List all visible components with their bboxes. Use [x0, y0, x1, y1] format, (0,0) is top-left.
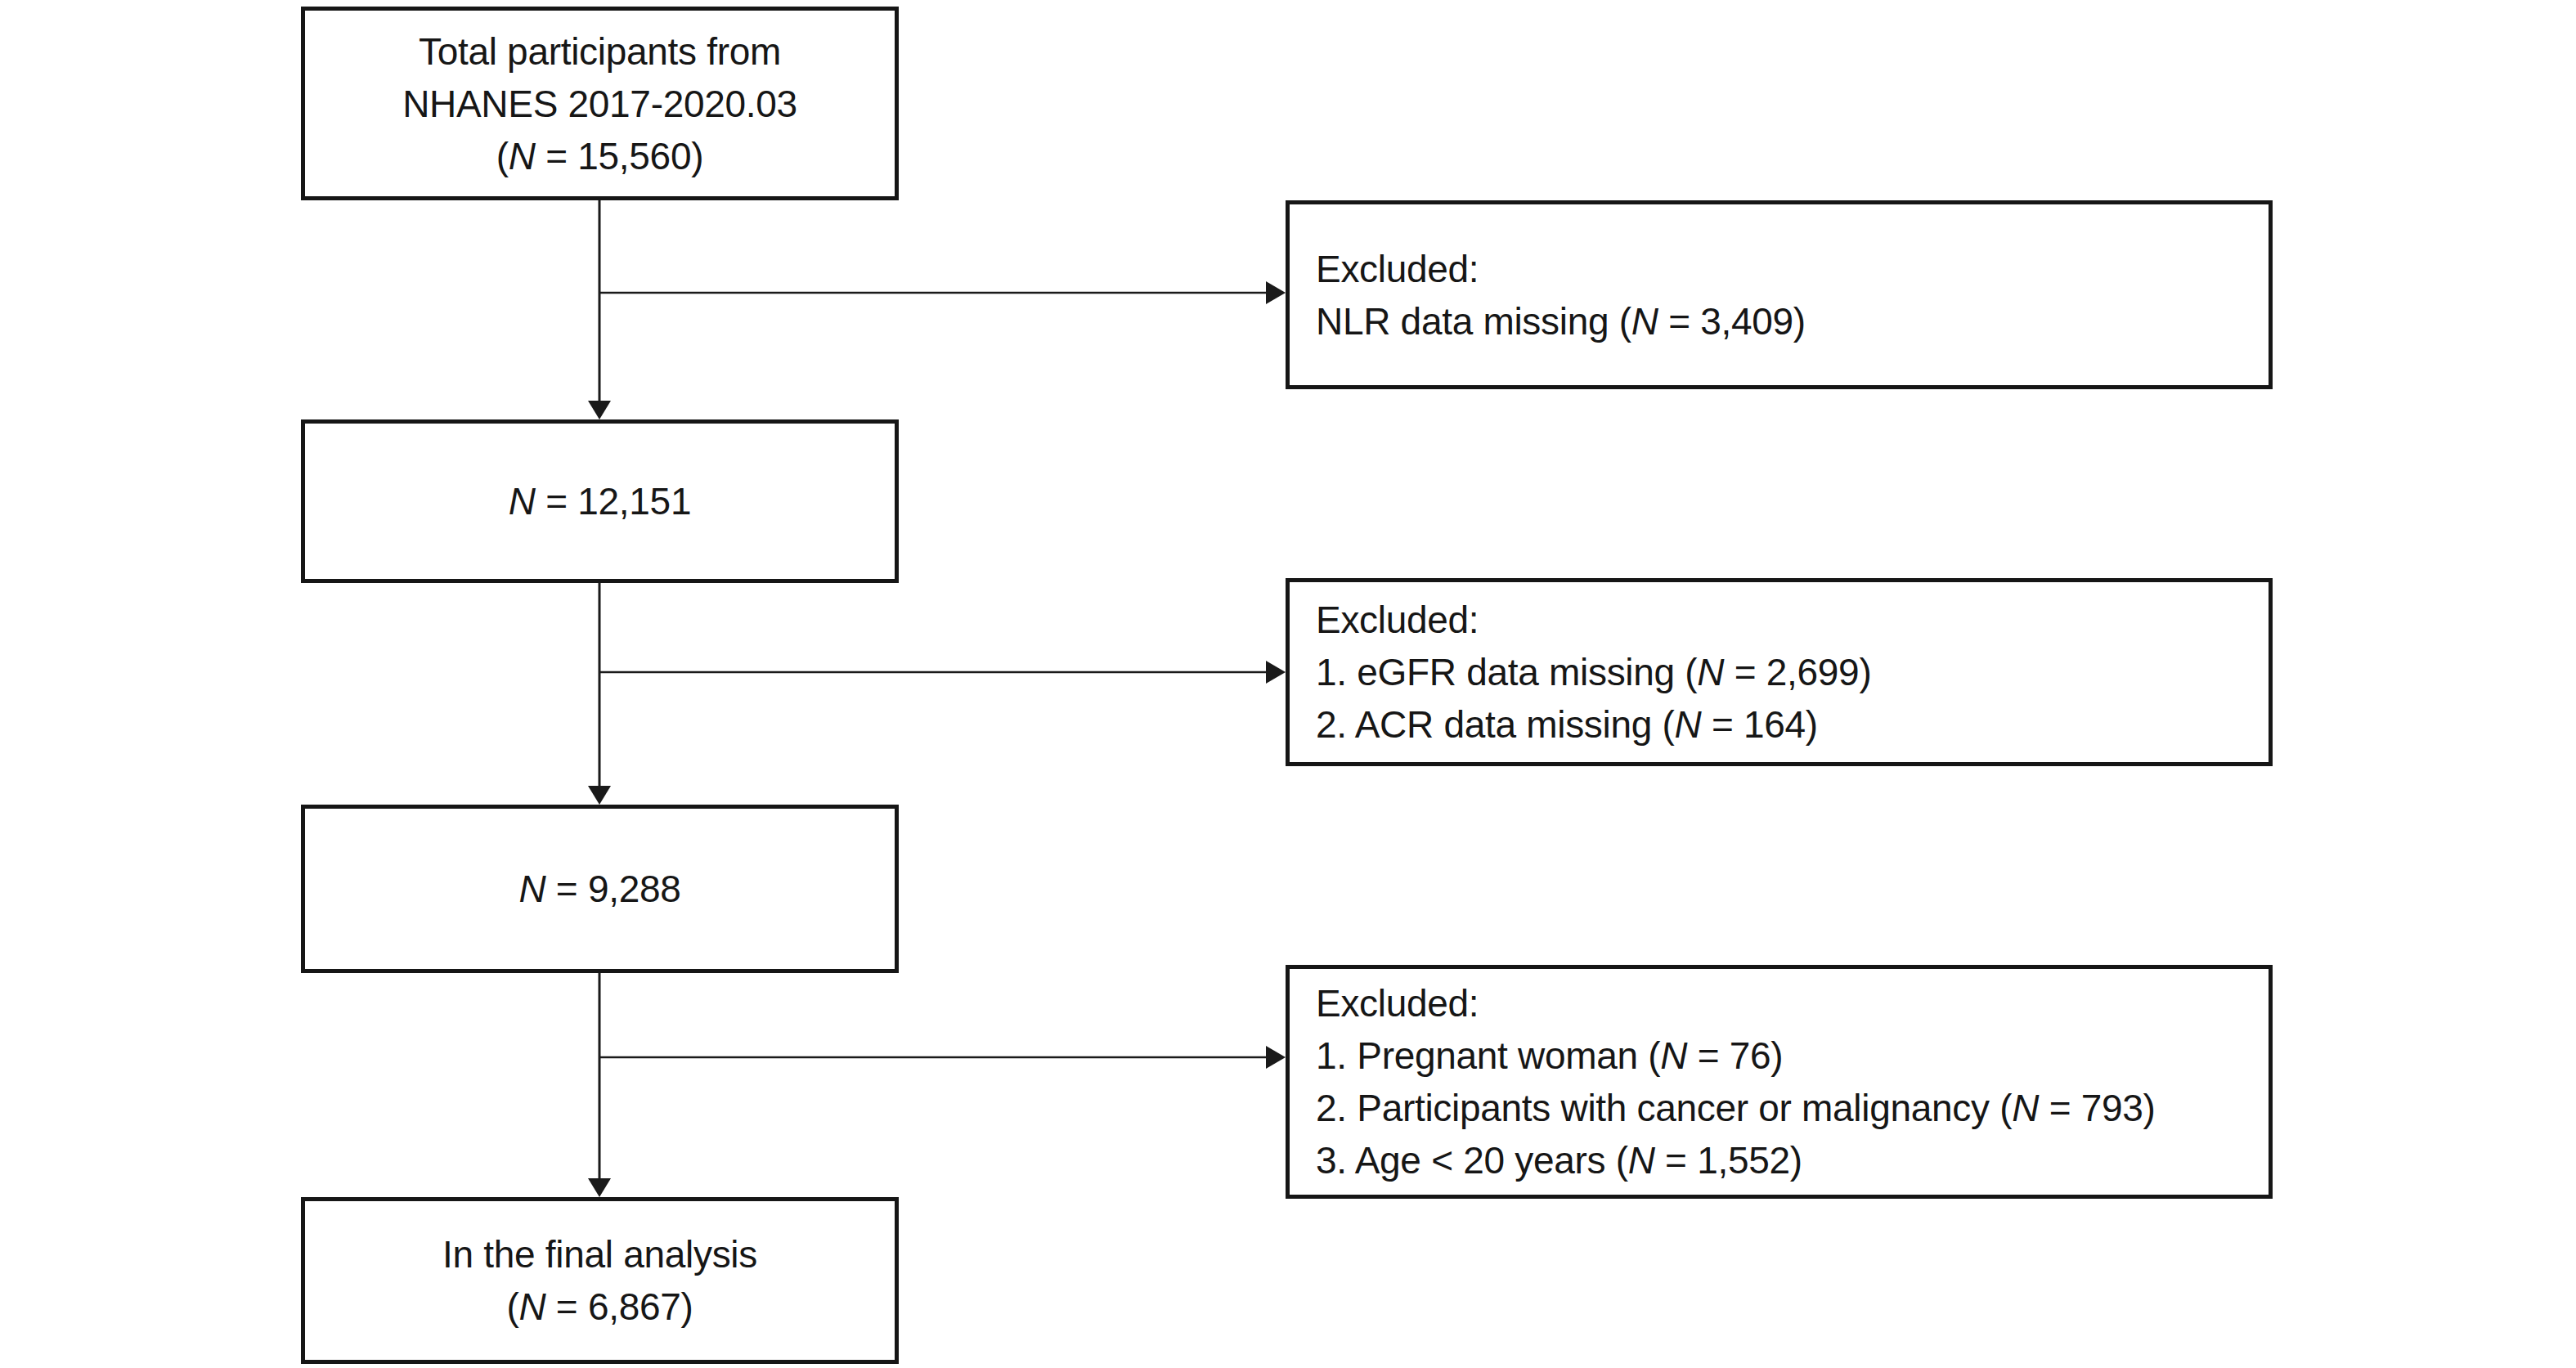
text-line: (N = 15,560)	[496, 130, 703, 182]
arrow-branch-excluded-egfr-acr	[599, 661, 1286, 684]
arrow-down-2	[588, 583, 611, 805]
n-count: = 2,699)	[1724, 651, 1871, 693]
text-line: NHANES 2017-2020.03	[402, 78, 797, 130]
text-segment: Excluded:	[1316, 982, 1479, 1025]
box-final-analysis: In the final analysis (N = 6,867)	[301, 1197, 899, 1364]
box-excluded-pregnant-cancer-age: Excluded: 1. Pregnant woman (N = 76) 2. …	[1286, 965, 2273, 1199]
n-symbol: N	[1675, 703, 1702, 746]
arrow-down-3	[588, 973, 611, 1197]
excluded-item: 1. eGFR data missing (N = 2,699)	[1316, 646, 1871, 698]
text-segment: Excluded:	[1316, 248, 1479, 290]
n-symbol: N	[1660, 1034, 1687, 1077]
box-after-kidney-exclusion: N = 9,288	[301, 805, 899, 973]
text-segment: (	[506, 1285, 518, 1328]
box-total-participants: Total participants from NHANES 2017-2020…	[301, 7, 899, 200]
text-segment: 2. ACR data missing (	[1316, 703, 1675, 746]
n-symbol: N	[518, 1285, 545, 1328]
n-symbol: N	[1697, 651, 1724, 693]
box-after-nlr-exclusion: N = 12,151	[301, 419, 899, 583]
text-segment: (	[496, 135, 509, 177]
n-count: = 15,560)	[536, 135, 703, 177]
excluded-item: 1. Pregnant woman (N = 76)	[1316, 1029, 1783, 1082]
n-count: = 76)	[1687, 1034, 1783, 1077]
text-segment: Excluded:	[1316, 599, 1479, 641]
n-symbol: N	[1628, 1139, 1655, 1182]
arrow-down-1	[588, 200, 611, 419]
text-segment: 1. Pregnant woman (	[1316, 1034, 1660, 1077]
excluded-header: Excluded:	[1316, 243, 1479, 295]
text-segment: NHANES 2017-2020.03	[402, 83, 797, 125]
n-count: = 9,288	[545, 868, 680, 910]
excluded-item: 2. ACR data missing (N = 164)	[1316, 698, 1818, 751]
arrow-branch-excluded-nlr	[599, 281, 1286, 304]
excluded-header: Excluded:	[1316, 977, 1479, 1029]
n-count: = 6,867)	[545, 1285, 693, 1328]
text-segment: 2. Participants with cancer or malignanc…	[1316, 1087, 2012, 1129]
text-line: (N = 6,867)	[506, 1281, 693, 1333]
text-segment: 3. Age < 20 years (	[1316, 1139, 1628, 1182]
text-segment: NLR data missing (	[1316, 300, 1631, 343]
n-symbol: N	[2012, 1087, 2039, 1129]
n-count: = 3,409)	[1658, 300, 1806, 343]
n-count: = 793)	[2039, 1087, 2155, 1129]
text-segment: In the final analysis	[442, 1233, 757, 1276]
text-line: N = 9,288	[518, 863, 680, 915]
n-symbol: N	[1631, 300, 1658, 343]
text-line: In the final analysis	[442, 1228, 757, 1281]
n-symbol: N	[509, 480, 536, 523]
text-line: Total participants from	[419, 25, 781, 78]
arrow-branch-excluded-other	[599, 1046, 1286, 1069]
text-line: N = 12,151	[509, 475, 691, 527]
text-segment: Total participants from	[419, 30, 781, 73]
n-count: = 12,151	[536, 480, 691, 523]
text-segment: 1. eGFR data missing (	[1316, 651, 1697, 693]
excluded-item: 3. Age < 20 years (N = 1,552)	[1316, 1134, 1802, 1186]
box-excluded-nlr: Excluded: NLR data missing (N = 3,409)	[1286, 200, 2273, 389]
excluded-header: Excluded:	[1316, 594, 1479, 646]
n-count: = 1,552)	[1655, 1139, 1802, 1182]
box-excluded-egfr-acr: Excluded: 1. eGFR data missing (N = 2,69…	[1286, 578, 2273, 766]
participant-flow-diagram: Total participants from NHANES 2017-2020…	[0, 0, 2576, 1368]
n-count: = 164)	[1701, 703, 1817, 746]
excluded-item: 2. Participants with cancer or malignanc…	[1316, 1082, 2156, 1134]
n-symbol: N	[518, 868, 545, 910]
n-symbol: N	[509, 135, 536, 177]
excluded-item: NLR data missing (N = 3,409)	[1316, 295, 1806, 348]
